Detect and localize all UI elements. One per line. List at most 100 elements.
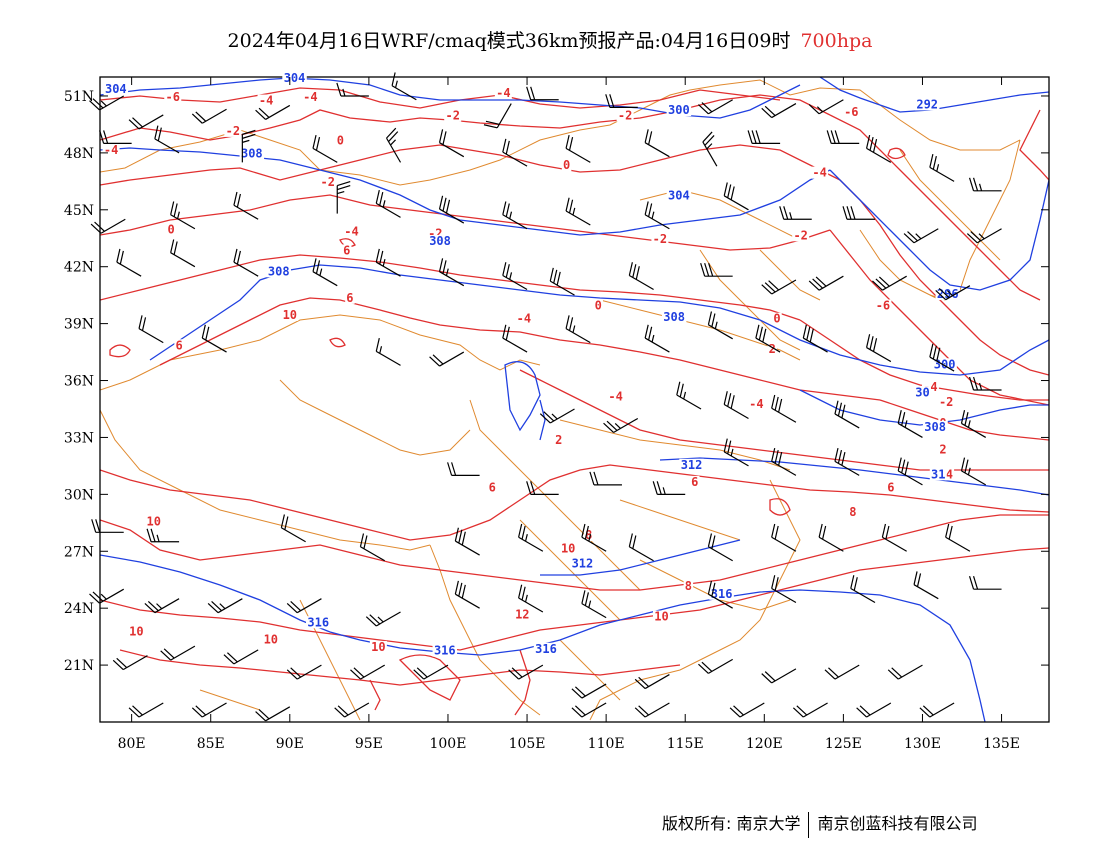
wind-barb [241, 129, 256, 163]
wind-barb [526, 481, 559, 495]
wind-barb [99, 130, 132, 144]
latitude-axis: 51N 48N 45N 42N 39N 36N 33N 30N 27N 24N 21N [64, 89, 1049, 674]
wind-barb [698, 658, 733, 674]
wind-barb [280, 514, 306, 543]
temperature-label-bg [166, 223, 176, 236]
temperature-label-bg [369, 640, 387, 653]
temperature-label: -4 [517, 312, 531, 326]
wind-barb [286, 664, 322, 680]
wind-barb [438, 195, 465, 224]
wind-barb [191, 702, 227, 718]
temperature-label: 8 [585, 528, 592, 542]
wind-barb [438, 129, 465, 158]
wind-barb [747, 130, 781, 144]
wind-barb [336, 82, 369, 97]
temperature-label-bg [342, 225, 360, 238]
wind-barb [881, 523, 907, 552]
temperature-label: 10 [147, 515, 161, 529]
temperature-label-bg [174, 339, 184, 352]
wind-barb [808, 275, 844, 291]
wind-barb [634, 674, 670, 690]
temperature-label: -6 [166, 90, 180, 104]
wind-barb [968, 177, 1002, 192]
temperature-label-bg [444, 109, 462, 122]
wind-barb [771, 447, 797, 476]
wind-barb [628, 533, 654, 562]
wind-barb [897, 457, 923, 486]
wind-barb [255, 104, 291, 120]
wind-barb [565, 197, 591, 226]
height-label-bg [427, 234, 453, 247]
temperature-label: 0 [563, 158, 570, 172]
lon-tick-label: 105E [509, 736, 546, 752]
wind-barb [201, 324, 227, 353]
height-label-bg [914, 98, 940, 111]
wind-barb [502, 138, 528, 167]
temperature-label-bg [487, 481, 498, 494]
chart-title: 2024年04月16日WRF/cmaq模式36km预报产品:04月16日09时 7… [0, 26, 1100, 53]
wind-barb [502, 201, 528, 230]
wind-barb [375, 248, 401, 277]
wind-barb [581, 523, 607, 552]
wind-barb [255, 706, 291, 722]
temperature-label: 6 [691, 475, 698, 489]
wind-barb [413, 664, 449, 680]
height-label: 308 [268, 264, 290, 278]
temperature-label: 6 [489, 481, 496, 495]
wind-barb [581, 590, 607, 619]
wind-barb [929, 153, 955, 182]
wind-barb [89, 95, 125, 111]
wind-barb [207, 598, 243, 614]
wind-barb [508, 664, 544, 680]
wind-barb [90, 218, 126, 234]
wind-barb [826, 130, 860, 144]
temperature-label-bg [127, 625, 145, 638]
wind-barb [771, 523, 797, 552]
temperature-label: -4 [104, 143, 118, 157]
lat-tick-label: 30N [64, 487, 94, 503]
temperature-label: -4 [749, 397, 763, 411]
height-label-bg [570, 557, 595, 570]
wind-barb [824, 664, 860, 680]
wind-barb [350, 664, 386, 680]
temperature-label-bg [747, 398, 765, 411]
height-label-bg [932, 358, 957, 371]
wind-barb [903, 228, 939, 244]
lon-tick-label: 110E [588, 736, 625, 752]
wind-barb [160, 645, 196, 661]
wind-barb [698, 99, 733, 115]
wind-barb [334, 702, 370, 718]
pressure-level-label: 700hpa [800, 30, 873, 52]
temperature-label: -2 [793, 228, 807, 242]
temperature-label-bg [792, 229, 810, 242]
wind-barb [233, 191, 259, 220]
wind-barb [808, 99, 844, 115]
wind-barb [365, 611, 401, 627]
wind-barb [834, 400, 860, 429]
height-label-bg [929, 468, 947, 481]
height-label-bg [661, 310, 687, 323]
wind-barb [128, 702, 164, 718]
temperature-label: 2 [769, 342, 776, 356]
temperature-label: 0 [773, 312, 780, 326]
height-label-bg [432, 644, 458, 657]
wind-barb [966, 228, 1002, 244]
wind-barb [565, 134, 591, 163]
wind-barb [385, 127, 402, 163]
temperature-label: 0 [595, 298, 602, 312]
temperature-label: -4 [344, 224, 358, 238]
wind-barb [170, 239, 196, 268]
temperature-label-bg [689, 475, 700, 488]
lon-tick-label: 80E [118, 736, 146, 752]
wind-barb [887, 664, 923, 680]
temperature-label: -4 [608, 390, 622, 404]
wind-barbs [89, 72, 1002, 722]
wind-barb [913, 571, 939, 600]
wind-barb [634, 702, 670, 718]
temperature-label: 0 [168, 223, 175, 237]
wind-barb [755, 324, 781, 353]
height-label-bg [913, 386, 931, 399]
lat-tick-label: 33N [64, 430, 94, 446]
wind-barb [526, 86, 559, 101]
wind-barb [792, 702, 828, 718]
